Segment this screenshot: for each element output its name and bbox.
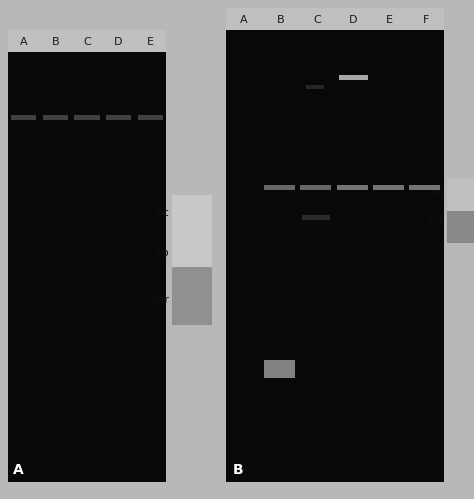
- Bar: [301, 185, 331, 190]
- Text: E: E: [146, 37, 154, 47]
- Text: chr: chr: [426, 215, 444, 225]
- Bar: [373, 185, 404, 190]
- Text: vp: vp: [430, 188, 444, 198]
- Bar: [11, 115, 36, 120]
- Text: E: E: [386, 15, 393, 25]
- Bar: [264, 185, 295, 190]
- Bar: [302, 215, 329, 220]
- Text: D: D: [114, 37, 123, 47]
- Text: B: B: [233, 463, 243, 477]
- Bar: [137, 115, 163, 120]
- Bar: [226, 8, 444, 30]
- Bar: [447, 211, 474, 243]
- Bar: [172, 195, 212, 266]
- Bar: [410, 185, 440, 190]
- Text: C: C: [83, 37, 91, 47]
- Text: A: A: [13, 463, 23, 477]
- Text: vp: vp: [155, 248, 169, 258]
- Bar: [172, 266, 212, 325]
- Text: F: F: [423, 15, 429, 25]
- Bar: [447, 178, 474, 211]
- Text: A: A: [240, 15, 248, 25]
- Bar: [337, 185, 368, 190]
- Text: oc: oc: [156, 208, 169, 218]
- Bar: [43, 115, 68, 120]
- Text: A: A: [20, 37, 27, 47]
- Bar: [338, 75, 368, 80]
- Text: chr: chr: [151, 295, 169, 305]
- Text: C: C: [313, 15, 321, 25]
- Bar: [226, 30, 444, 482]
- Bar: [8, 52, 166, 482]
- Text: D: D: [349, 15, 357, 25]
- Bar: [264, 360, 295, 378]
- Bar: [74, 115, 100, 120]
- Bar: [306, 85, 324, 89]
- Text: B: B: [52, 37, 59, 47]
- Bar: [106, 115, 131, 120]
- Bar: [8, 30, 166, 52]
- Text: B: B: [277, 15, 284, 25]
